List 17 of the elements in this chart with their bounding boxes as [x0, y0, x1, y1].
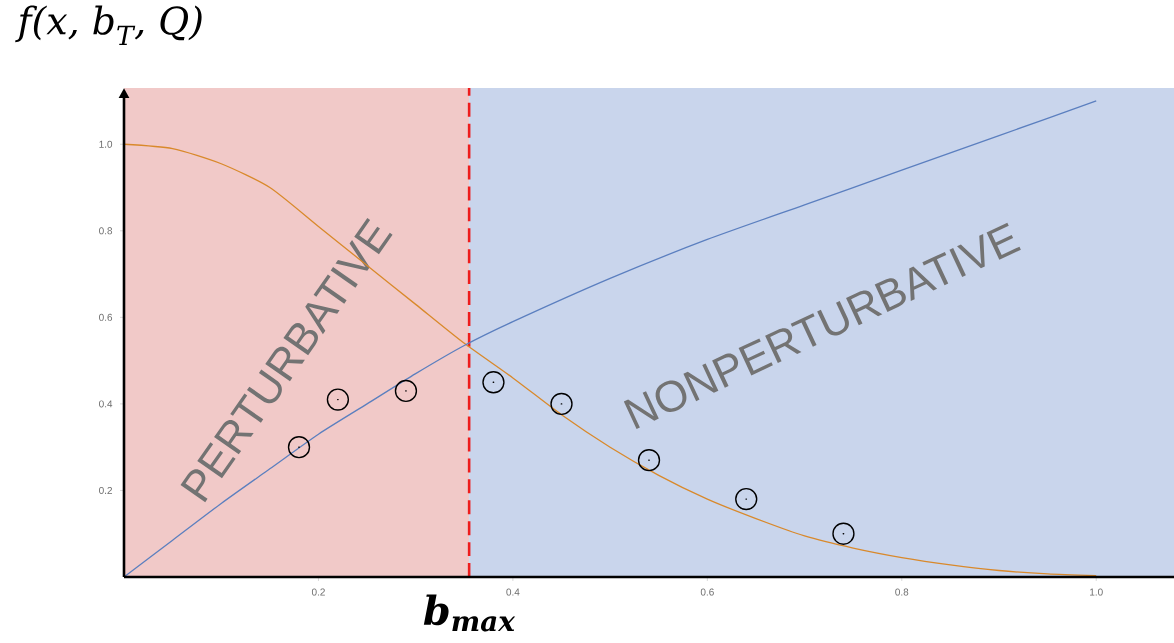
- point: [832, 522, 855, 545]
- point: [735, 487, 758, 511]
- x-tick-label: 0.8: [895, 588, 909, 596]
- y-tick-label: 0.2: [99, 486, 113, 494]
- y-tick-label: 0.4: [99, 400, 113, 408]
- y-tick-label: 0.8: [99, 227, 113, 235]
- point: [637, 449, 661, 472]
- y-tick-label: 0.6: [99, 313, 113, 321]
- x-tick-label: 0.6: [700, 588, 714, 596]
- point: [482, 371, 505, 394]
- point: [394, 379, 418, 403]
- x-tick-label: 0.2: [311, 588, 325, 596]
- y-axis-title: f(x, b$_{T}$, Q): [15, 5, 202, 46]
- y-tick-label: 1.0: [99, 140, 113, 148]
- x-tick-label: 0.4: [506, 588, 520, 596]
- x-tick-label: 1.0: [1090, 588, 1103, 596]
- point: [550, 392, 573, 416]
